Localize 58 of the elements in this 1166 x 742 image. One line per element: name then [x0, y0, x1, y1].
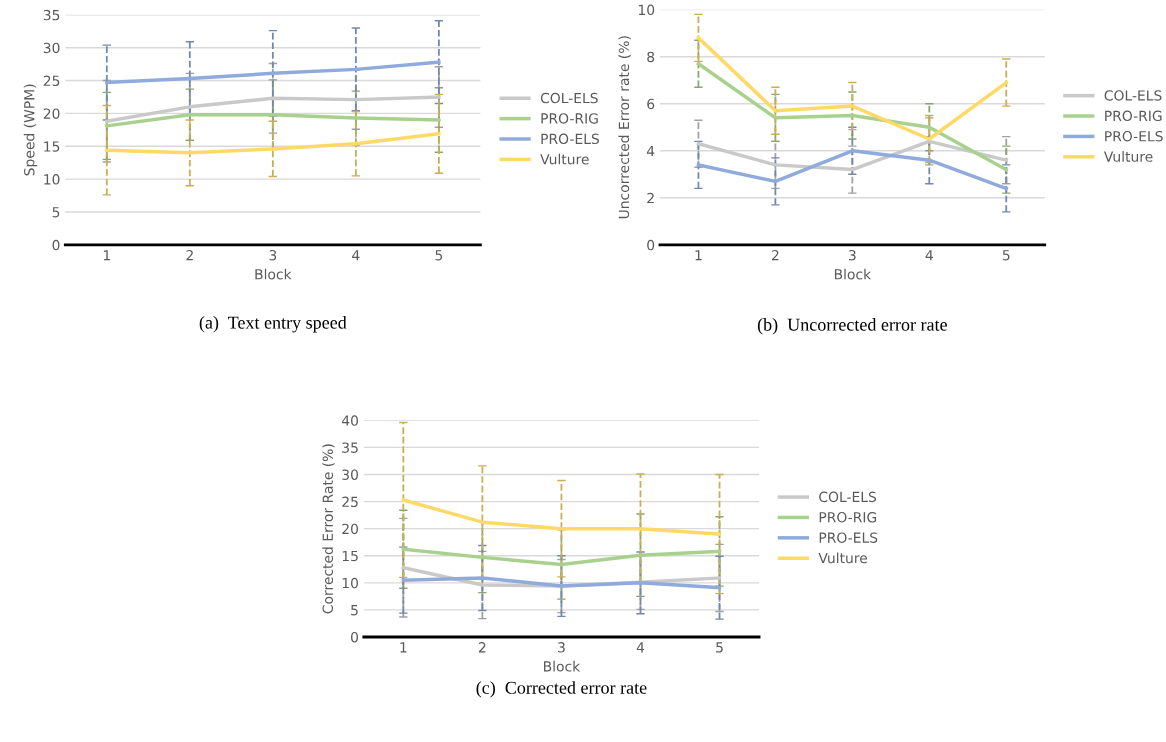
x-tick-label: 1: [695, 250, 702, 261]
x-axis-title: Block: [834, 268, 872, 280]
x-tick-label: 1: [103, 250, 110, 261]
legend-label: COL-ELS: [819, 491, 877, 503]
y-tick-label: 4: [646, 145, 655, 157]
y-tick-label: 10: [638, 4, 655, 16]
y-tick-label: 5: [351, 605, 358, 616]
y-tick-label: 40: [341, 415, 359, 426]
x-tick-label: 2: [186, 249, 193, 261]
y-tick-label: 10: [342, 577, 359, 589]
y-tick-label: 10: [44, 174, 60, 185]
y-tick-label: 15: [44, 141, 60, 152]
x-tick-label: 1: [400, 642, 407, 653]
x-tick-label: 2: [478, 642, 486, 653]
y-tick-label: 30: [342, 469, 359, 480]
x-tick-label: 2: [771, 249, 779, 261]
x-tick-label: 5: [716, 642, 723, 653]
y-tick-label: 35: [342, 442, 358, 453]
legend-label: PRO-RIG: [1105, 110, 1162, 122]
legend-label: PRO-RIG: [819, 512, 877, 523]
y-tick-label: 30: [43, 42, 60, 54]
text: (b) Uncorrected error rate: [757, 318, 947, 335]
y-tick-label: 20: [43, 108, 60, 119]
legend-label: Vulture: [818, 552, 868, 564]
x-tick-label: 4: [636, 642, 645, 653]
legend-label: Vulture: [540, 153, 589, 165]
legend-label: PRO-ELS: [1105, 130, 1163, 142]
y-tick-label: 15: [342, 550, 358, 562]
y-tick-label: 25: [43, 75, 60, 87]
text: (c) Corrected error rate: [476, 681, 647, 698]
y-axis-title: Corrected Error Rate (%): [322, 444, 335, 614]
y-tick-label: 2: [647, 192, 654, 204]
y-tick-label: 0: [351, 631, 359, 643]
x-axis-title: Block: [544, 660, 581, 672]
x-axis-title: Block: [255, 268, 292, 280]
y-tick-label: 0: [52, 239, 60, 251]
text: (a) Text entry speed: [199, 316, 347, 333]
y-tick-label: 6: [647, 98, 655, 110]
y-tick-label: 35: [43, 9, 60, 21]
x-tick-label: 5: [435, 250, 443, 261]
legend-label: PRO-ELS: [819, 532, 878, 543]
legend-label: PRO-ELS: [541, 133, 599, 145]
y-tick-label: 8: [647, 51, 655, 63]
legend-label: Vulture: [1103, 151, 1153, 162]
y-tick-label: 25: [342, 496, 358, 508]
x-tick-label: 3: [848, 249, 856, 261]
x-tick-label: 3: [558, 642, 565, 653]
legend-label: COL-ELS: [1104, 90, 1162, 101]
legend-label: COL-ELS: [540, 92, 598, 104]
y-axis-title: Speed (WPM): [23, 84, 38, 176]
x-tick-label: 4: [925, 250, 933, 261]
legend-label: PRO-RIG: [541, 113, 598, 124]
y-tick-label: 5: [52, 207, 60, 218]
x-tick-label: 3: [269, 249, 277, 261]
x-tick-label: 5: [1002, 250, 1010, 261]
y-tick-label: 20: [342, 523, 359, 535]
y-tick-label: 0: [647, 239, 655, 251]
y-axis-title: Uncorrected Error rate (%): [618, 36, 631, 219]
